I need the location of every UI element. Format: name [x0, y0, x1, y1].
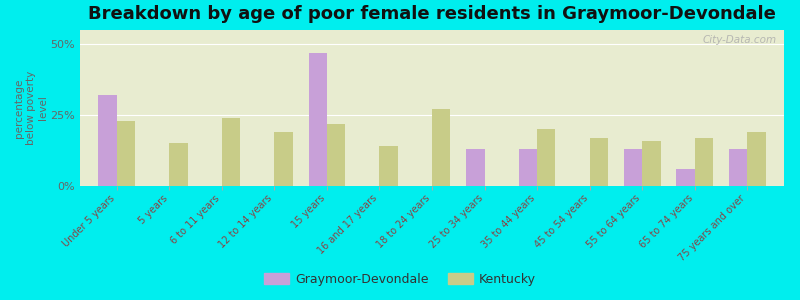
- Bar: [590, 138, 608, 186]
- Bar: [466, 149, 485, 186]
- Bar: [642, 141, 661, 186]
- Bar: [98, 95, 117, 186]
- Bar: [518, 149, 537, 186]
- Bar: [309, 53, 327, 186]
- Bar: [432, 110, 450, 186]
- Bar: [747, 132, 766, 186]
- Bar: [676, 169, 694, 186]
- Text: City-Data.com: City-Data.com: [703, 35, 777, 45]
- Bar: [379, 146, 398, 186]
- Bar: [729, 149, 747, 186]
- Bar: [222, 118, 240, 186]
- Title: Breakdown by age of poor female residents in Graymoor-Devondale: Breakdown by age of poor female resident…: [88, 5, 776, 23]
- Bar: [274, 132, 293, 186]
- Bar: [624, 149, 642, 186]
- Bar: [327, 124, 346, 186]
- Y-axis label: percentage
below poverty
level: percentage below poverty level: [14, 71, 48, 145]
- Bar: [117, 121, 135, 186]
- Bar: [537, 129, 555, 186]
- Bar: [694, 138, 713, 186]
- Bar: [170, 143, 188, 186]
- Legend: Graymoor-Devondale, Kentucky: Graymoor-Devondale, Kentucky: [259, 268, 541, 291]
